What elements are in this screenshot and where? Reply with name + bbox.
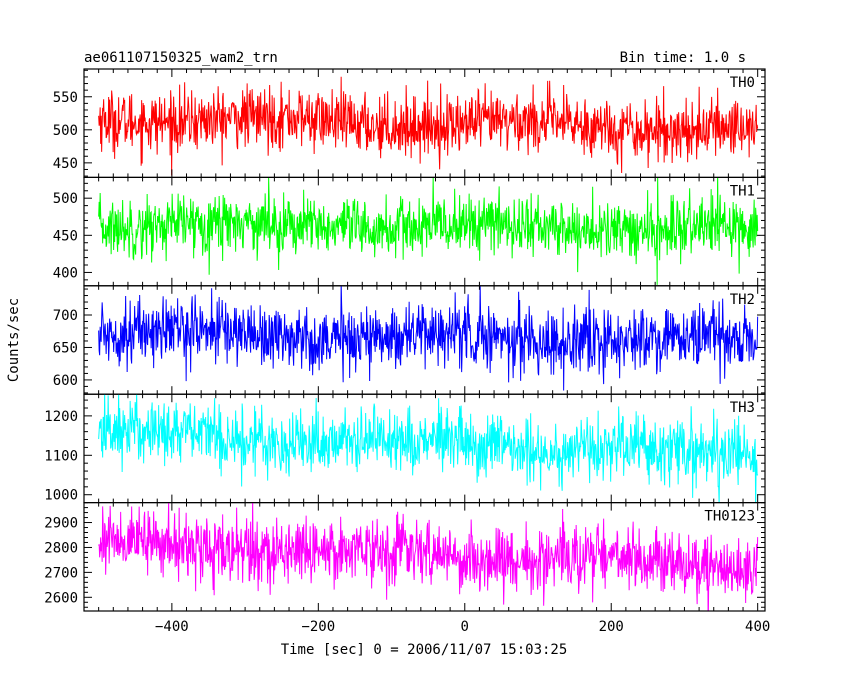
y-tick-label: 450	[53, 156, 78, 172]
series-line-th0	[98, 76, 759, 176]
panel-name-label: TH2	[730, 292, 755, 308]
series-line-th1	[98, 177, 759, 285]
y-tick-label: 450	[53, 228, 78, 244]
panel-th0123: 2600 2700 2800 2900 TH0123	[44, 502, 766, 612]
y-tick-label: 550	[53, 90, 78, 106]
x-tick-label: 400	[745, 619, 770, 635]
bin-time-label: Bin time: 1.0 s	[620, 50, 746, 66]
y-tick-label: 2700	[44, 565, 78, 581]
y-tick-label: 1200	[44, 409, 78, 425]
y-tick-label: 650	[53, 340, 78, 356]
y-tick-label: 2900	[44, 516, 78, 532]
y-tick-label: 500	[53, 123, 78, 139]
series-line-th2	[98, 285, 759, 391]
x-tick-label: 0	[461, 619, 469, 635]
x-tick-label: −400	[155, 619, 189, 635]
panel-th3: 1000 1100 1200 TH3	[44, 393, 766, 504]
y-tick-label: 1000	[44, 488, 78, 504]
x-tick-label: 200	[599, 619, 624, 635]
y-tick-label: 2600	[44, 590, 78, 606]
series-line-th3	[98, 394, 759, 503]
series-line-th0123	[98, 502, 759, 612]
panel-name-label: TH0123	[704, 509, 755, 525]
panel-name-label: TH0	[730, 75, 755, 91]
y-tick-label: 2800	[44, 540, 78, 556]
x-axis: −400 −200 0 200 400	[155, 619, 770, 635]
x-tick-label: −200	[301, 619, 335, 635]
y-tick-label: 500	[53, 191, 78, 207]
x-axis-label: Time [sec] 0 = 2006/11/07 15:03:25	[281, 642, 568, 658]
y-tick-label: 600	[53, 373, 78, 389]
y-tick-label: 400	[53, 265, 78, 281]
y-tick-label: 700	[53, 308, 78, 324]
y-axis-label: Counts/sec	[6, 298, 22, 382]
panel-name-label: TH3	[730, 400, 755, 416]
panel-frame	[83, 502, 766, 612]
panel-name-label: TH1	[730, 183, 755, 199]
panel-th1: 400 450 500 TH1	[53, 176, 766, 287]
panel-th2: 600 650 700 TH2	[53, 285, 766, 395]
y-tick-label: 1100	[44, 448, 78, 464]
panels-group: 450 500 550 TH0 400 450 500 TH1 600 650 700 TH2 1000…	[44, 68, 766, 612]
panel-th0: 450 500 550 TH0	[53, 68, 766, 179]
plot-title: ae061107150325_wam2_trn	[84, 50, 278, 66]
